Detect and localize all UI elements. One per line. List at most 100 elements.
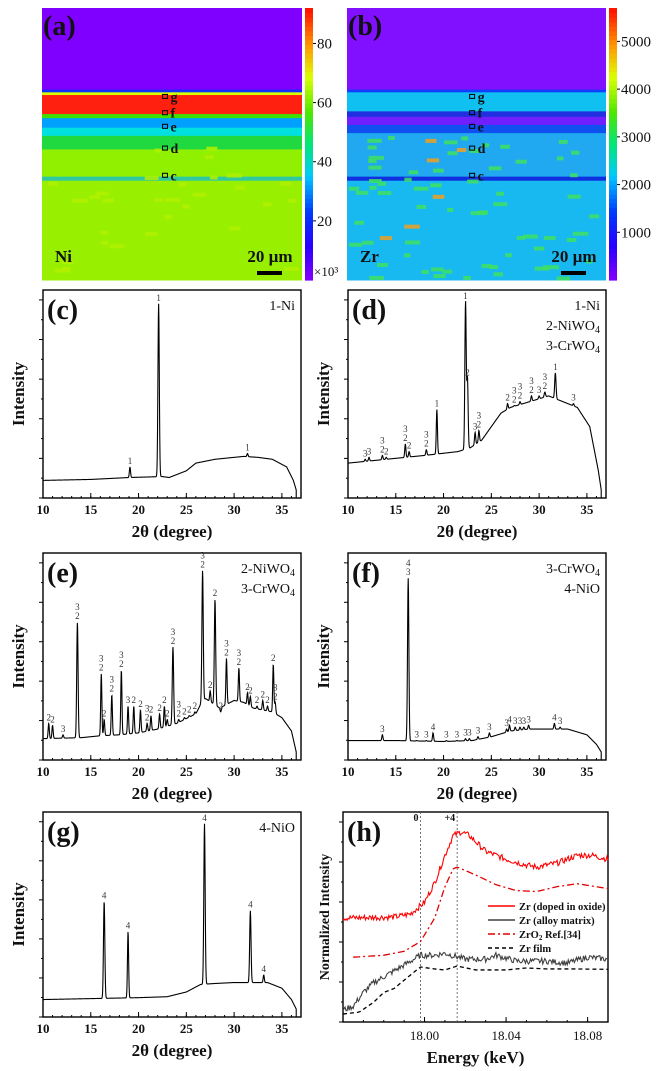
colorbar-tick-label: 80 (317, 36, 332, 52)
colorbar-segment (305, 125, 313, 131)
map-pixel (263, 202, 272, 207)
colorbar-segment (609, 198, 617, 204)
colorbar-segment (609, 157, 617, 163)
map-pixel (533, 246, 545, 251)
map-pixel (235, 185, 245, 190)
legend-subscript: 4 (290, 568, 295, 579)
peak-label: 2 (110, 684, 115, 694)
colorbar-segment (609, 248, 617, 254)
map-pixel (567, 194, 581, 199)
map-pixel (369, 185, 377, 190)
peak-label: 2 (187, 705, 192, 715)
peak-label: 3 (504, 718, 509, 728)
legend-entry: Zr (doped in oxide) (519, 902, 606, 913)
panel-label: (e) (47, 558, 78, 589)
point-marker (162, 110, 168, 116)
x-tick-label: 20 (437, 764, 450, 779)
peak-label: 2 (477, 419, 482, 429)
colorbar-segment (609, 166, 617, 172)
colorbar-segment (305, 103, 313, 109)
colorbar-segment (609, 80, 617, 86)
xrd-curve (42, 303, 297, 498)
colorbar-segment (305, 134, 313, 141)
xrd-curve (42, 823, 297, 1017)
y-axis-label: Intensity (9, 361, 28, 426)
colorbar-tick-label: 3000 (621, 130, 651, 146)
x-tick-label: 10 (37, 502, 50, 517)
map-pixel (205, 155, 214, 160)
colorbar-segment (609, 62, 617, 68)
scale-bar-label: 20 µm (551, 247, 596, 266)
colorbar-segment (305, 202, 313, 209)
colorbar-segment (609, 39, 617, 45)
map-pixel (426, 158, 440, 163)
plot-frame (347, 289, 607, 499)
panel-label: (g) (47, 817, 80, 848)
peak-label: 4 (248, 900, 253, 910)
point-label-c: c (171, 169, 177, 184)
colorbar-segment (305, 207, 313, 213)
map-pixel (355, 190, 369, 195)
map-pixel (154, 148, 162, 153)
x-tick-label: 20 (132, 764, 145, 779)
map-pixel (570, 173, 578, 178)
map-band (42, 92, 302, 96)
peak-label: 1 (435, 398, 440, 408)
map-band (347, 176, 606, 182)
map-pixel (589, 214, 600, 219)
colorbar-segment (305, 270, 313, 277)
point-marker (469, 145, 476, 151)
colorbar-segment (609, 94, 617, 100)
x-tick-label: 25 (180, 764, 194, 779)
panel-label: (d) (352, 295, 386, 326)
map-pixel (481, 143, 490, 148)
peak-label: 3 (367, 446, 372, 456)
x-axis-label: 2θ (degree) (437, 784, 518, 803)
map-band (347, 8, 606, 91)
map-pixel (496, 191, 504, 196)
peak-label: 3 (522, 716, 527, 726)
colorbar-segment (305, 180, 313, 186)
legend-entry: 1-Ni (269, 299, 295, 314)
peak-label: 2 (213, 588, 218, 598)
x-tick-label: 35 (275, 764, 289, 779)
peak-label: 2 (50, 714, 55, 724)
x-tick-label: 20 (437, 502, 450, 517)
legend-text: Ref.[34] (542, 930, 580, 941)
colorbar-segment (609, 85, 617, 91)
peak-label: 4 (552, 712, 557, 722)
peak-label: 3 (467, 728, 472, 738)
colorbar-segment (305, 252, 313, 258)
peak-label: 2 (261, 689, 266, 699)
map-pixel (354, 220, 365, 225)
colorbar-segment (305, 248, 313, 254)
map-band (347, 133, 606, 178)
peak-label: 2 (99, 663, 104, 673)
peak-label: 2 (424, 439, 429, 449)
peak-label: 3 (363, 448, 368, 458)
peak-label: 3 (75, 602, 80, 612)
colorbar-segment (305, 8, 313, 14)
peak-label: 1 (128, 456, 133, 466)
legend-entry: 4-NiO (259, 821, 295, 836)
colorbar-segment (305, 53, 313, 59)
map-pixel (192, 192, 207, 197)
colorbar-segment (609, 44, 617, 50)
map-band (42, 127, 302, 137)
map-pixel (456, 148, 467, 153)
colorbar-segment (609, 57, 617, 63)
peak-label: 2 (145, 712, 150, 722)
legend-subscript: 2 (539, 934, 543, 942)
map-pixel (421, 270, 429, 275)
peak-label: 2 (380, 444, 385, 454)
map-pixel (206, 146, 218, 151)
point-marker (469, 123, 476, 129)
map-pixel (369, 275, 384, 280)
y-axis-label: Intensity (9, 624, 28, 689)
legend-subscript: 4 (595, 325, 600, 336)
x-tick-label: 30 (533, 764, 546, 779)
point-marker (469, 172, 476, 178)
peak-label: 2 (505, 393, 510, 403)
peak-label: 3 (176, 700, 181, 710)
